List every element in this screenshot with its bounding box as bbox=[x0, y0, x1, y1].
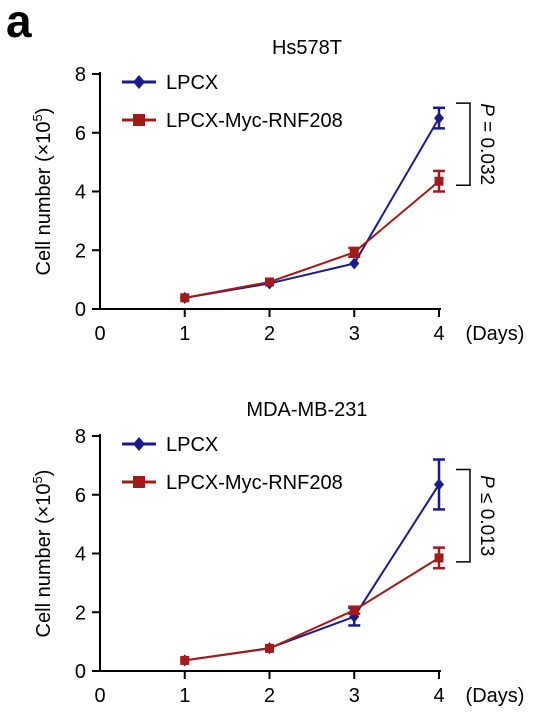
legend-marker-lpcx bbox=[133, 75, 145, 89]
significance-annotation: P ≤ 0.013 bbox=[476, 475, 497, 556]
y-tick-label: 4 bbox=[75, 544, 86, 566]
significance-annotation: P = 0.032 bbox=[476, 103, 497, 185]
x-tick-label: 3 bbox=[349, 323, 360, 345]
y-tick-label: 0 bbox=[75, 299, 86, 321]
x-tick-label: 4 bbox=[433, 685, 444, 707]
legend-label-lpcx-myc-rnf208: LPCX-Myc-RNF208 bbox=[166, 110, 343, 132]
legend-marker-lpcx bbox=[133, 437, 145, 451]
x-tick-label: 1 bbox=[179, 323, 190, 345]
y-axis-label: Cell number (×105) bbox=[30, 470, 55, 638]
y-tick-label: 8 bbox=[75, 426, 86, 448]
y-tick-label: 4 bbox=[75, 182, 86, 204]
y-axis-label: Cell number (×105) bbox=[30, 108, 55, 276]
series-line-lpcx-myc-rnf208 bbox=[184, 180, 440, 299]
x-tick-label: 4 bbox=[433, 323, 444, 345]
data-point-lpcx-myc-rnf208 bbox=[180, 293, 190, 303]
x-axis-label: (Days) bbox=[466, 685, 525, 707]
significance-bracket bbox=[456, 102, 471, 186]
chart-title: Hs578T bbox=[272, 37, 342, 59]
series-line-lpcx-myc-rnf208 bbox=[184, 557, 440, 662]
data-point-lpcx-myc-rnf208 bbox=[434, 553, 444, 563]
y-tick-label: 6 bbox=[75, 485, 86, 507]
line-chart-hs578t: Hs578T 0 2 4 6 8 0 1 2 3 4 (Days) Cell number (×105)… bbox=[30, 37, 525, 345]
line-chart-mda-mb-231: MDA-MB-231 0 2 4 6 8 0 1 2 3 4 (Days) Cell number (×… bbox=[30, 399, 525, 707]
data-point-lpcx-myc-rnf208 bbox=[434, 176, 444, 186]
annotation-value: = 0.032 bbox=[476, 116, 497, 185]
data-point-lpcx bbox=[434, 478, 444, 491]
x-tick-label: 2 bbox=[264, 323, 275, 345]
significance-bracket bbox=[456, 468, 471, 563]
data-point-lpcx-myc-rnf208 bbox=[180, 655, 190, 665]
y-axis-label-close: ) bbox=[33, 470, 55, 477]
data-point-lpcx-myc-rnf208 bbox=[265, 643, 274, 653]
legend-label-lpcx: LPCX bbox=[166, 72, 218, 94]
x-tick-label: 0 bbox=[94, 685, 105, 707]
x-tick-label: 3 bbox=[349, 685, 360, 707]
data-point-lpcx bbox=[349, 257, 360, 270]
y-axis-label-superscript: 5 bbox=[30, 476, 45, 483]
annotation-p: P bbox=[476, 475, 497, 488]
legend-label-lpcx: LPCX bbox=[166, 434, 218, 456]
y-axis-label-superscript: 5 bbox=[30, 114, 45, 121]
y-axis-label-close: ) bbox=[33, 108, 55, 115]
y-axis-label-main: Cell number (×10 bbox=[33, 483, 55, 637]
x-tick-label: 0 bbox=[94, 323, 105, 345]
x-axis-label: (Days) bbox=[466, 323, 525, 345]
data-point-lpcx bbox=[434, 112, 444, 125]
legend-marker-lpcx-myc-rnf208 bbox=[133, 114, 145, 126]
panel-label: a bbox=[6, 0, 32, 47]
y-tick-label: 6 bbox=[75, 123, 86, 145]
y-tick-label: 2 bbox=[75, 240, 86, 262]
y-tick-label: 8 bbox=[75, 64, 86, 86]
y-tick-label: 2 bbox=[75, 602, 86, 624]
data-point-lpcx-myc-rnf208 bbox=[349, 605, 359, 615]
annotation-p: P bbox=[476, 103, 497, 116]
legend-marker-lpcx-myc-rnf208 bbox=[133, 476, 145, 488]
series-line-lpcx bbox=[184, 117, 440, 299]
x-tick-label: 2 bbox=[264, 685, 275, 707]
data-point-lpcx-myc-rnf208 bbox=[349, 247, 359, 257]
chart-title: MDA-MB-231 bbox=[246, 399, 367, 421]
x-tick-label: 1 bbox=[179, 685, 190, 707]
annotation-value: ≤ 0.013 bbox=[476, 488, 497, 557]
y-axis-label-main: Cell number (×10 bbox=[33, 121, 55, 275]
series-line-lpcx bbox=[184, 483, 440, 662]
legend-label-lpcx-myc-rnf208: LPCX-Myc-RNF208 bbox=[166, 472, 343, 494]
data-point-lpcx-myc-rnf208 bbox=[265, 277, 274, 287]
y-tick-label: 0 bbox=[75, 661, 86, 683]
